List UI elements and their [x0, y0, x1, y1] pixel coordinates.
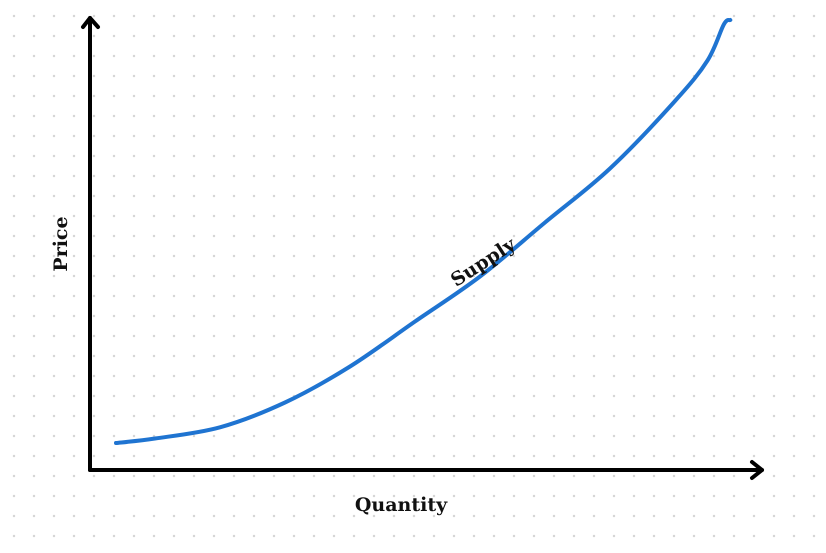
series-line-supply	[114, 17, 733, 445]
y-axis-arrowhead	[81, 16, 100, 29]
annotation-layer: Supply	[447, 233, 520, 291]
x-axis-label: Quantity	[355, 494, 448, 516]
x-axis-arrowhead	[750, 460, 764, 480]
y-axis-label: Price	[50, 216, 72, 271]
series-label-supply: Supply	[447, 233, 520, 291]
series-layer	[114, 17, 733, 445]
axes	[81, 16, 764, 480]
